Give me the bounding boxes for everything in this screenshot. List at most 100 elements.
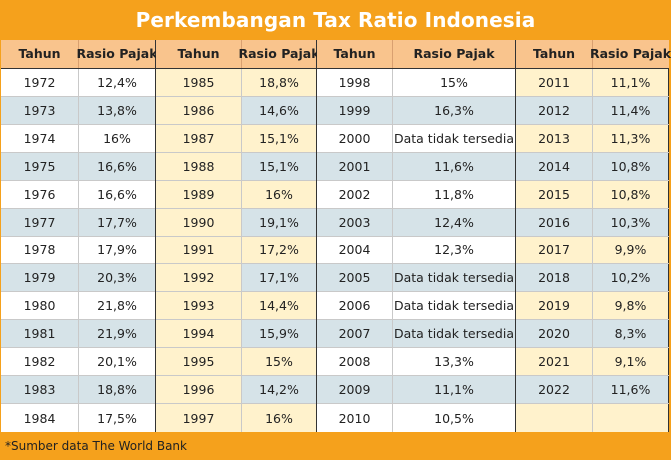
table-row: 2013 11,3% (516, 124, 669, 153)
table-row: 2004 12,3% (317, 236, 515, 265)
table-group-1: Tahun Rasio Pajak 1972 12,4% 1973 13,8% 1974 16… (1, 40, 158, 432)
year-cell: 2014 (516, 152, 593, 180)
ratio-cell: Data tidak tersedia (393, 124, 515, 152)
ratio-cell: 11,1% (393, 376, 515, 404)
year-cell: 2021 (516, 348, 593, 376)
ratio-cell: 16,6% (79, 152, 155, 180)
ratio-cell: 17,2% (242, 236, 316, 264)
year-cell: 1986 (156, 96, 242, 124)
year-cell: 2022 (516, 376, 593, 404)
year-cell: 2005 (317, 264, 393, 292)
year-cell: 1997 (156, 404, 242, 432)
year-cell: 2001 (317, 152, 393, 180)
table-row: 1993 14,4% (156, 292, 316, 321)
table-row: 2020 8,3% (516, 320, 669, 349)
ratio-cell: 13,3% (393, 348, 515, 376)
table-row: 2021 9,1% (516, 348, 669, 377)
table-row: 1974 16% (1, 124, 155, 153)
ratio-cell: 12,4% (79, 68, 155, 96)
year-cell: 1989 (156, 180, 242, 208)
table-row: 1982 20,1% (1, 348, 155, 377)
table-row: 1989 16% (156, 180, 316, 209)
year-cell: 2015 (516, 180, 593, 208)
table-row: 1980 21,8% (1, 292, 155, 321)
year-cell: 1981 (1, 320, 79, 348)
table-row: 2017 9,9% (516, 236, 669, 265)
table-row: 2014 10,8% (516, 152, 669, 181)
table-row: 2019 9,8% (516, 292, 669, 321)
year-cell (516, 404, 593, 432)
year-cell: 1996 (156, 376, 242, 404)
year-cell: 1999 (317, 96, 393, 124)
year-cell: 1980 (1, 292, 79, 320)
table-row: 1972 12,4% (1, 68, 155, 97)
year-cell: 2018 (516, 264, 593, 292)
year-cell: 1972 (1, 68, 79, 96)
table-row: 1979 20,3% (1, 264, 155, 293)
year-cell: 1979 (1, 264, 79, 292)
year-cell: 1987 (156, 124, 242, 152)
table-row: 1995 15% (156, 348, 316, 377)
year-cell: 2008 (317, 348, 393, 376)
table-row: 2010 10,5% (317, 404, 515, 432)
year-cell: 2017 (516, 236, 593, 264)
year-cell: 1984 (1, 404, 79, 432)
ratio-cell: 9,1% (593, 348, 668, 376)
year-cell: 1988 (156, 152, 242, 180)
table-row: 1996 14,2% (156, 376, 316, 405)
ratio-cell: Data tidak tersedia (393, 292, 515, 320)
year-cell: 2012 (516, 96, 593, 124)
table-row: 1977 17,7% (1, 208, 155, 237)
ratio-cell (593, 404, 668, 432)
header-year: Tahun (156, 40, 242, 68)
year-cell: 2013 (516, 124, 593, 152)
table-row: 1990 19,1% (156, 208, 316, 237)
table-row: 1981 21,9% (1, 320, 155, 349)
table-row: 1999 16,3% (317, 96, 515, 125)
year-cell: 1982 (1, 348, 79, 376)
ratio-cell: 16% (242, 180, 316, 208)
ratio-cell: 12,4% (393, 208, 515, 236)
table-row: 1983 18,8% (1, 376, 155, 405)
year-cell: 2006 (317, 292, 393, 320)
ratio-cell: 11,8% (393, 180, 515, 208)
year-cell: 1974 (1, 124, 79, 152)
ratio-cell: 13,8% (79, 96, 155, 124)
table-row: 1997 16% (156, 404, 316, 432)
table-row: 2006 Data tidak tersedia (317, 292, 515, 321)
year-cell: 1973 (1, 96, 79, 124)
year-cell: 2016 (516, 208, 593, 236)
ratio-cell: 17,1% (242, 264, 316, 292)
header-ratio: Rasio Pajak (589, 46, 671, 62)
table-row: 2011 11,1% (516, 68, 669, 97)
year-cell: 2002 (317, 180, 393, 208)
year-cell: 1977 (1, 208, 79, 236)
header-year: Tahun (317, 40, 393, 68)
table-row: 2015 10,8% (516, 180, 669, 209)
ratio-cell: 14,2% (242, 376, 316, 404)
table-header-row: Tahun Rasio Pajak (317, 40, 515, 69)
table-row: 2008 13,3% (317, 348, 515, 377)
year-cell: 1975 (1, 152, 79, 180)
table-row: 2001 11,6% (317, 152, 515, 181)
table-header-row: Tahun Rasio Pajak (156, 40, 320, 69)
year-cell: 1994 (156, 320, 242, 348)
year-cell: 2010 (317, 404, 393, 432)
ratio-cell: 11,1% (593, 68, 668, 96)
ratio-cell: 10,5% (393, 404, 515, 432)
ratio-cell: 18,8% (242, 68, 316, 96)
table-row: 1992 17,1% (156, 264, 316, 293)
year-cell: 2004 (317, 236, 393, 264)
year-cell: 1993 (156, 292, 242, 320)
table-row: 1978 17,9% (1, 236, 155, 265)
table-row: 2022 11,6% (516, 376, 669, 405)
ratio-cell: 15,1% (242, 124, 316, 152)
table-group-2: Tahun Rasio Pajak 1985 18,8% 1986 14,6% 1987 15… (156, 40, 320, 432)
ratio-cell: 8,3% (593, 320, 668, 348)
year-cell: 2019 (516, 292, 593, 320)
ratio-cell: 11,3% (593, 124, 668, 152)
year-cell: 2011 (516, 68, 593, 96)
year-cell: 1983 (1, 376, 79, 404)
table-row: 2016 10,3% (516, 208, 669, 237)
table-header-row: Tahun Rasio Pajak (516, 40, 671, 69)
